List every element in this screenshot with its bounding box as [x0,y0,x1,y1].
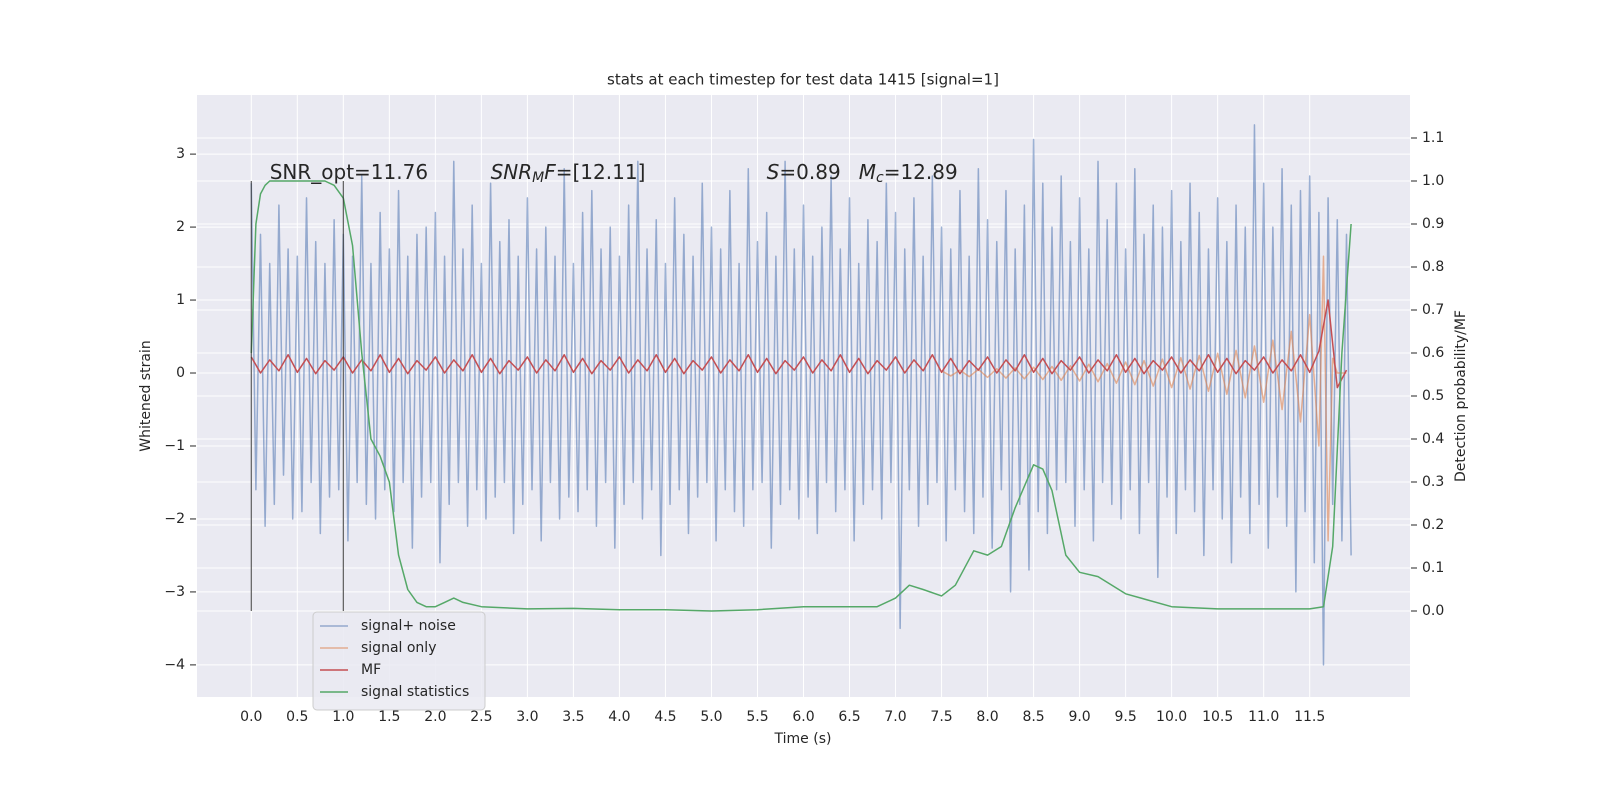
x-tick-label: 4.5 [654,709,676,725]
x-tick-label: 11.5 [1294,709,1325,725]
y-tick-label: 1 [176,292,185,308]
x-tick-label: 7.0 [884,709,906,725]
x-tick-label: 6.0 [792,709,814,725]
y2-tick-label: 0.0 [1422,603,1444,619]
series-line [250,299,1348,389]
legend-label: signal statistics [361,684,469,700]
annotation: SNRMF=[12.11] [491,160,646,187]
annotation: Mc=12.89 [859,160,958,187]
x-tick-label: 8.0 [976,709,998,725]
y2-tick-label: 1.0 [1422,173,1444,189]
annotation-part: =12.89 [884,160,958,184]
y2-axis-label: Detection probability/MF [1453,310,1469,482]
y-tick-label: 2 [176,219,185,235]
y-tick-label: −4 [164,657,185,673]
annotation: S=0.89 [767,160,841,184]
y-tick-label: 0 [176,365,185,381]
x-tick-label: 2.0 [424,709,446,725]
x-tick-label: 3.0 [516,709,538,725]
y2-tick-label: 0.3 [1422,474,1444,490]
y2-tick-label: 0.9 [1422,216,1444,232]
y2-tick-label: 0.2 [1422,517,1444,533]
legend-label: signal only [361,640,436,656]
legend-label: signal+ noise [361,618,456,634]
x-axis-label: Time (s) [774,731,832,747]
x-tick-label: 11.0 [1248,709,1279,725]
y2-tick-label: 0.5 [1422,388,1444,404]
annotation-part: S [767,160,780,184]
y2-tick-label: 0.8 [1422,259,1444,275]
y2-tick-label: 0.4 [1422,431,1444,447]
x-tick-label: 3.5 [562,709,584,725]
x-tick-label: 8.5 [1022,709,1044,725]
x-tick-label: 9.0 [1068,709,1090,725]
x-tick-label: 2.5 [470,709,492,725]
annotation-part: SNR [491,160,533,184]
x-tick-label: 9.5 [1114,709,1136,725]
x-tick-label: 7.5 [930,709,952,725]
annotation-part: M [532,170,544,186]
x-tick-label: 0.0 [240,709,262,725]
series-line [941,255,1347,542]
y-tick-label: −1 [164,438,185,454]
x-tick-label: 0.5 [286,709,308,725]
annotation-part: =[12.11] [556,160,646,184]
y2-tick-label: 0.7 [1422,302,1444,318]
x-tick-label: 6.5 [838,709,860,725]
y-tick-label: −3 [164,584,185,600]
y-axis-label: Whitened strain [138,340,154,451]
x-tick-label: 10.0 [1156,709,1187,725]
y2-tick-label: 0.6 [1422,345,1444,361]
overlay: 0.0 0.5 1.0 1.5 2.0 2.5 3.0 3.5 4.0 4.5 5.0 5.5 6.0 6… [164,130,1444,725]
x-tick-label: 1.0 [332,709,354,725]
x-tick-label: 1.5 [378,709,400,725]
x-tick-label: 4.0 [608,709,630,725]
annotation-part: SNR_opt=11.76 [270,160,428,184]
marks [250,124,1352,666]
y-tick-label: −2 [164,511,185,527]
x-tick-label: 5.0 [700,709,722,725]
y2-tick-label: 1.1 [1422,130,1444,146]
x-tick-label: 10.5 [1202,709,1233,725]
x-tick-label: 5.5 [746,709,768,725]
annotation-part: =0.89 [779,160,840,184]
legend-box [312,611,486,711]
y2-tick-label: 0.1 [1422,560,1444,576]
series-line [250,180,1352,612]
y-tick-label: 3 [176,146,185,162]
legend-label: MF [361,662,381,678]
series-line [250,124,1352,666]
annotation-part: F [544,160,556,184]
annotation-part: M [859,160,876,184]
annotation: SNR_opt=11.76 [270,160,428,184]
chart-title: stats at each timestep for test data 141… [607,71,999,89]
annotation-part: c [876,170,884,186]
